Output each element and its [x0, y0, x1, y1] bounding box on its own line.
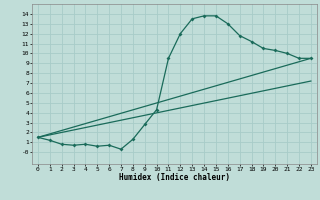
X-axis label: Humidex (Indice chaleur): Humidex (Indice chaleur) — [119, 173, 230, 182]
